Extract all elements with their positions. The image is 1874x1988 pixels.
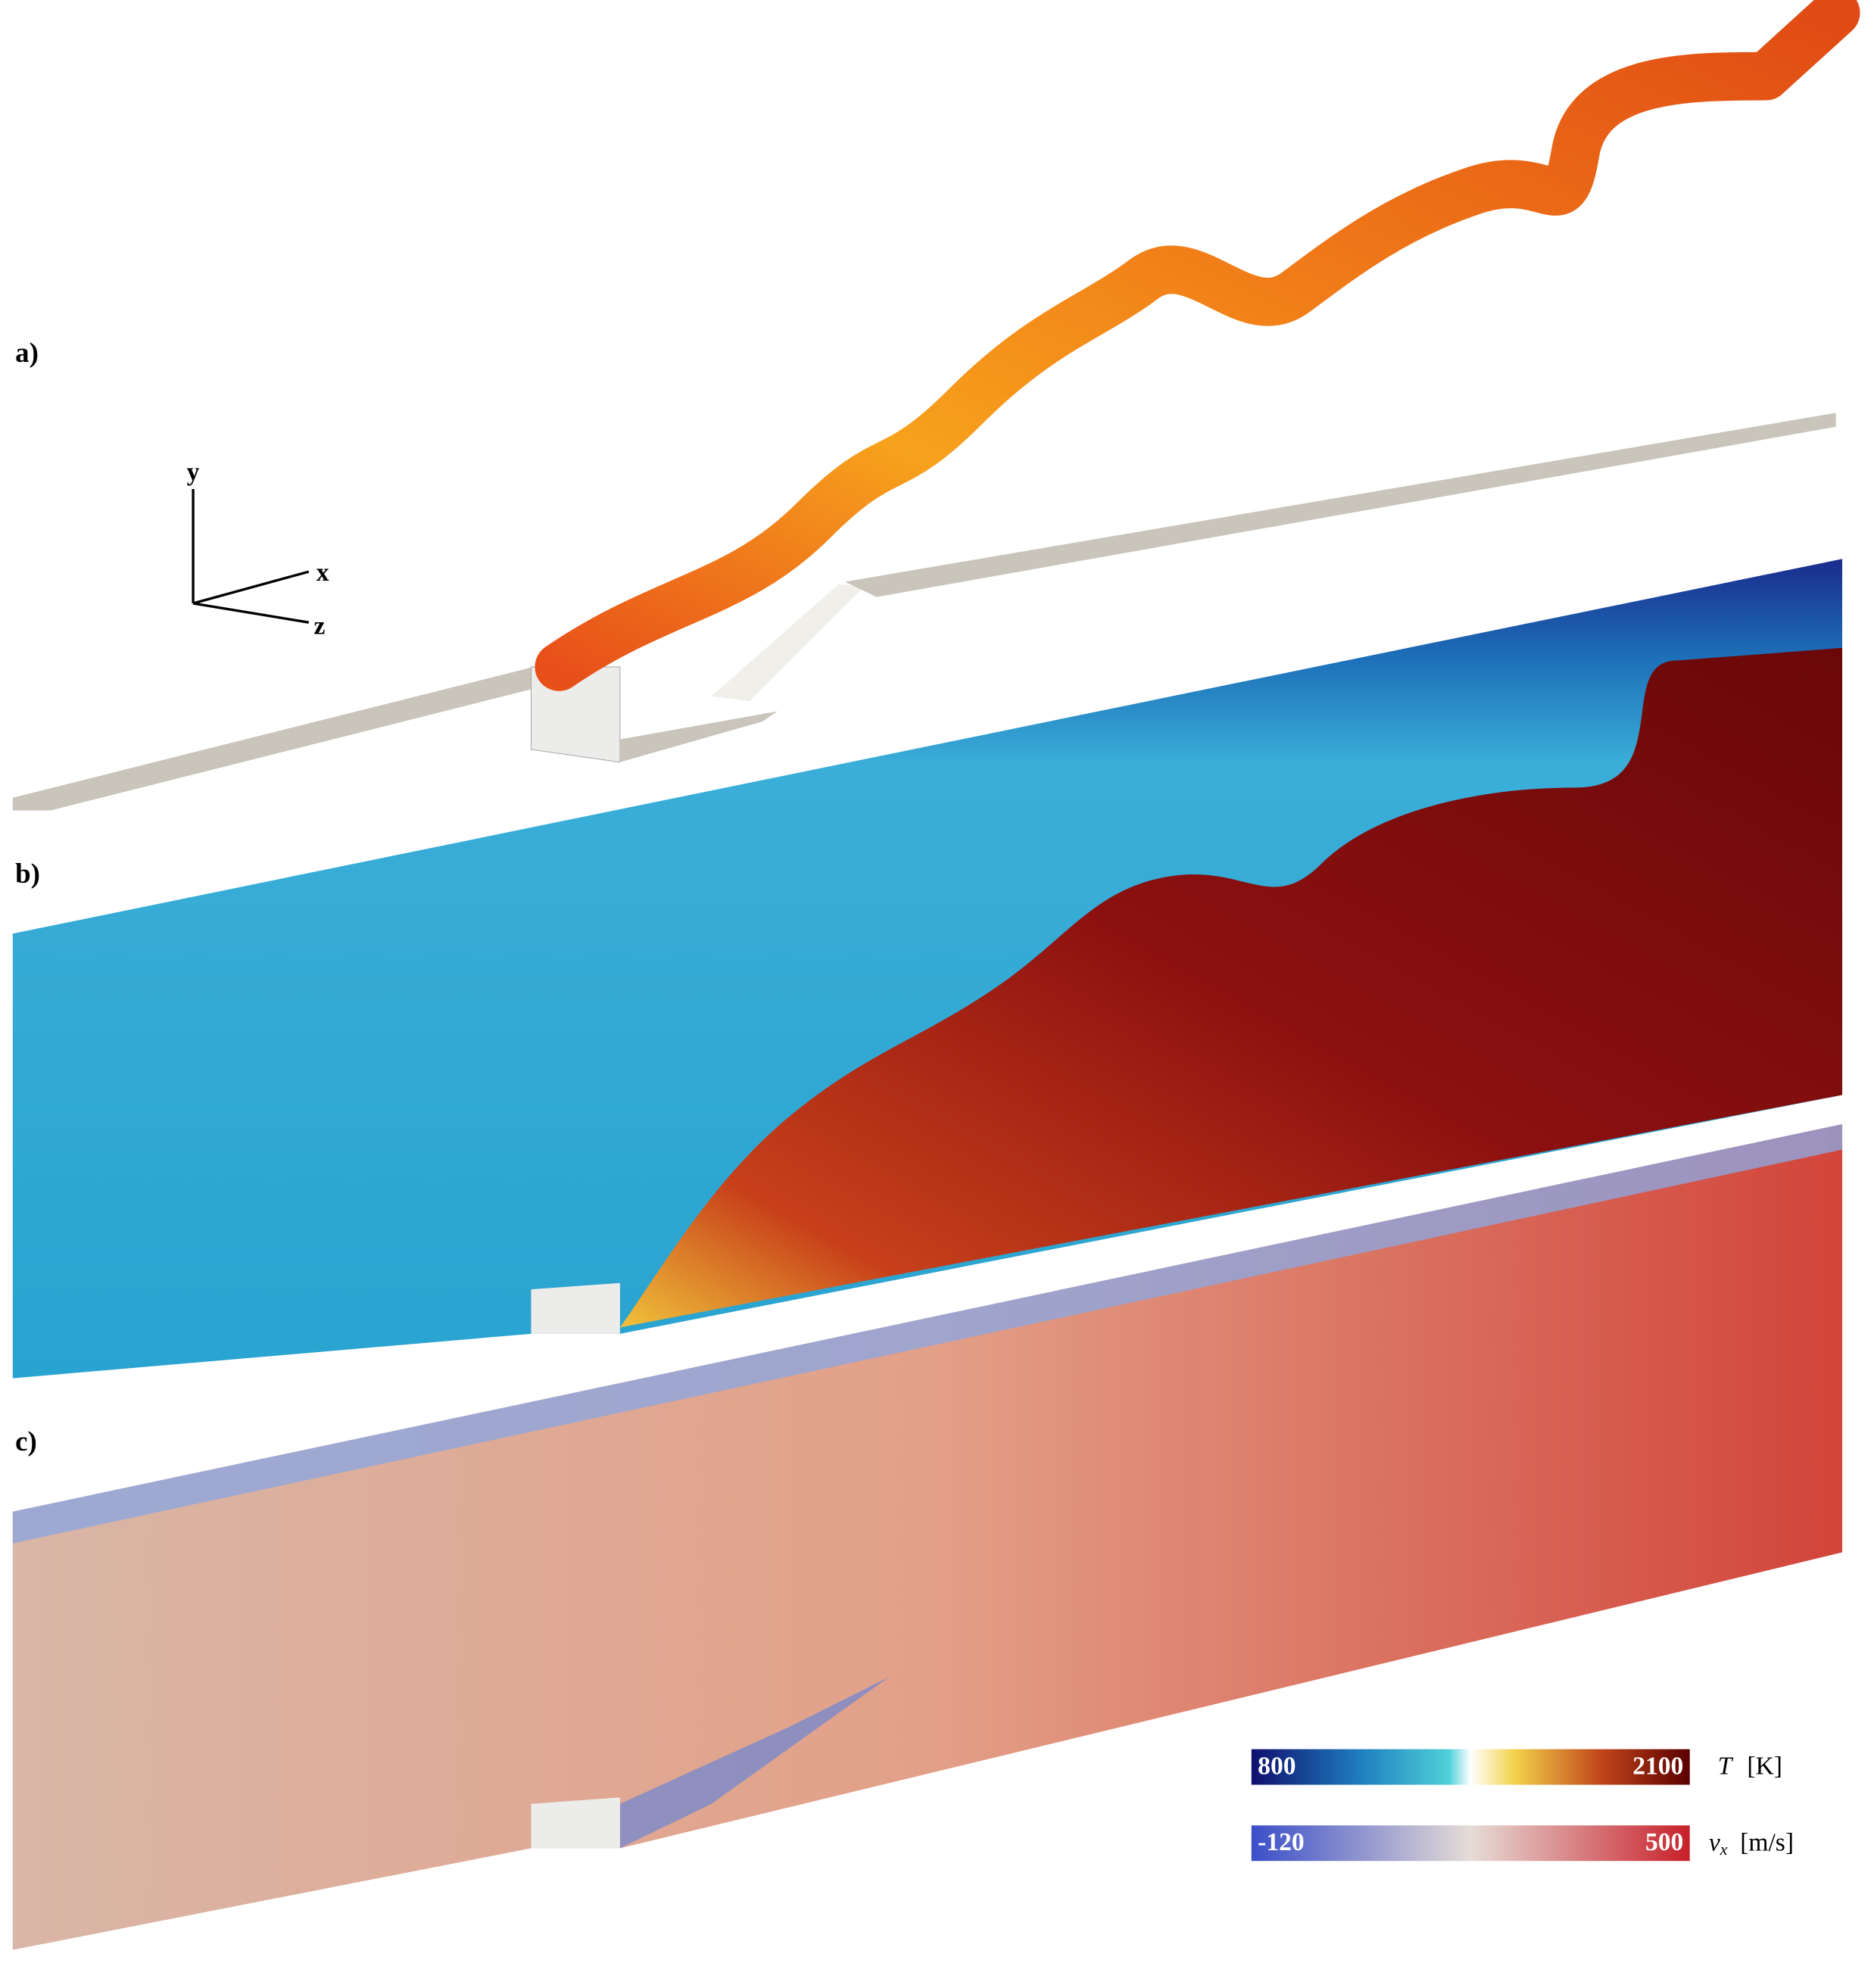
- symbol: T: [1718, 1752, 1734, 1780]
- colorbar-min: 800: [1258, 1752, 1296, 1780]
- colorbar-max: 500: [1645, 1828, 1683, 1856]
- panel-a-geometry: [12, 0, 1860, 811]
- panel-label: c): [15, 1426, 37, 1457]
- colorbar: 800 2100 T [K]: [1251, 1749, 1782, 1785]
- panel-label: a): [15, 337, 39, 369]
- axis-label: y: [187, 458, 200, 486]
- panel-label: b): [15, 858, 40, 890]
- unit: [m/s]: [1740, 1828, 1794, 1856]
- panel-b-field: [12, 559, 1843, 1379]
- axis-label: z: [313, 612, 325, 640]
- colorbar-min: -120: [1258, 1828, 1305, 1856]
- colorbar: -120 500 vx [m/s]: [1251, 1825, 1794, 1862]
- axis-triad: [192, 489, 310, 624]
- colorbar-max: 2100: [1632, 1752, 1683, 1780]
- symbol: v: [1709, 1828, 1720, 1856]
- colorbar-title: T [K]: [1718, 1752, 1782, 1780]
- unit: [K]: [1747, 1752, 1782, 1780]
- axis-label: x: [316, 559, 329, 587]
- colorbar-title: vx [m/s]: [1709, 1828, 1794, 1859]
- subscript: x: [1720, 1840, 1728, 1859]
- panel-c-field: [12, 1123, 1843, 1950]
